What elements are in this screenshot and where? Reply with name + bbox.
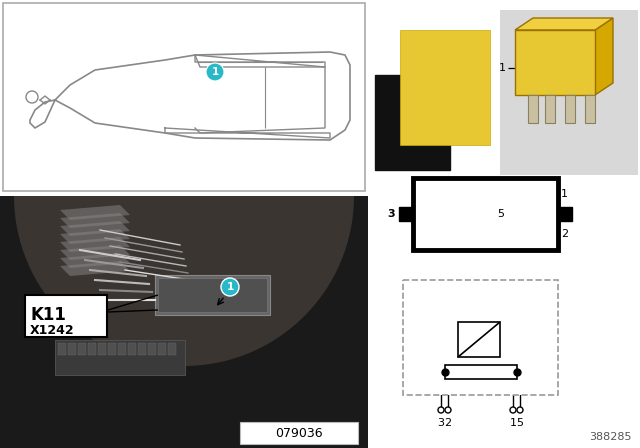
Polygon shape (60, 237, 130, 252)
Bar (3, 3, 365, 191)
Polygon shape (399, 207, 413, 221)
Polygon shape (558, 207, 572, 221)
Bar (148, 343, 156, 355)
Circle shape (221, 278, 239, 296)
Text: 1: 1 (561, 189, 568, 199)
Polygon shape (60, 221, 130, 236)
Bar (158, 278, 267, 312)
Bar (585, 95, 595, 123)
Text: K11: K11 (30, 306, 66, 324)
Bar (158, 343, 166, 355)
Bar (403, 280, 558, 395)
Circle shape (206, 63, 224, 81)
Polygon shape (60, 213, 130, 228)
Bar (500, 10, 638, 175)
Bar (88, 343, 96, 355)
Text: 1: 1 (509, 418, 516, 428)
Text: 1: 1 (499, 63, 506, 73)
Bar (128, 343, 136, 355)
Polygon shape (60, 205, 130, 220)
Text: 079036: 079036 (275, 426, 323, 439)
Bar (108, 343, 116, 355)
Bar (240, 422, 358, 444)
Bar (58, 343, 66, 355)
Bar (155, 275, 270, 315)
Circle shape (445, 407, 451, 413)
Polygon shape (515, 18, 613, 30)
Circle shape (510, 407, 516, 413)
Bar (68, 343, 76, 355)
Text: 5: 5 (497, 209, 504, 219)
Bar (545, 95, 555, 123)
Polygon shape (60, 261, 130, 276)
Text: 3: 3 (387, 209, 395, 219)
Bar (168, 343, 176, 355)
Polygon shape (60, 253, 130, 268)
Wedge shape (14, 196, 354, 366)
Bar (25, 295, 107, 337)
Bar (0, 196, 368, 448)
Text: X1242: X1242 (30, 323, 75, 336)
Text: 1: 1 (211, 67, 219, 77)
Bar (78, 343, 86, 355)
Text: 388285: 388285 (589, 432, 632, 442)
Bar (565, 95, 575, 123)
Polygon shape (60, 229, 130, 244)
Bar (445, 365, 517, 379)
Bar (528, 95, 538, 123)
Text: 1: 1 (227, 282, 234, 292)
Bar (55, 340, 185, 375)
Bar (400, 30, 490, 145)
Text: 2: 2 (561, 229, 568, 239)
Bar (138, 343, 146, 355)
Circle shape (517, 407, 523, 413)
Text: 5: 5 (516, 418, 524, 428)
Bar (118, 343, 126, 355)
Text: 2: 2 (444, 418, 452, 428)
Bar (515, 30, 595, 95)
Polygon shape (595, 18, 613, 95)
Bar (413, 178, 558, 250)
Text: 3: 3 (438, 418, 445, 428)
Polygon shape (60, 245, 130, 260)
Bar (458, 322, 500, 357)
Circle shape (438, 407, 444, 413)
Bar (98, 343, 106, 355)
Bar (375, 75, 450, 170)
